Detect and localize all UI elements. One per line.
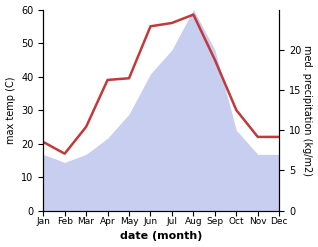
X-axis label: date (month): date (month) — [120, 231, 203, 242]
Y-axis label: med. precipitation (kg/m2): med. precipitation (kg/m2) — [302, 45, 313, 176]
Y-axis label: max temp (C): max temp (C) — [5, 76, 16, 144]
